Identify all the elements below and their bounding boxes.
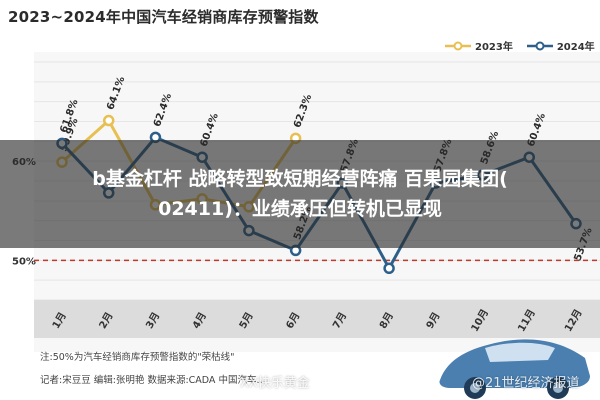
y-tick-label: 50%	[12, 256, 36, 267]
chart-note: 注:50%为汽车经销商库存预警指数的"荣枯线"	[40, 352, 235, 363]
data-point	[102, 114, 115, 127]
legend-label-2024: 2024年	[556, 42, 595, 53]
legend: 2023年 2024年	[445, 38, 595, 53]
watermark-left: XX快乐黄金	[240, 376, 310, 391]
legend-item-2024: 2024年	[526, 38, 595, 53]
headline-line1: b基金杠杆 战略转型致短期经营阵痛 百果园集团(	[92, 168, 508, 190]
data-point	[383, 262, 395, 275]
legend-swatch-2023	[445, 41, 471, 51]
x-axis-band	[34, 300, 600, 338]
chart-title: 2023~2024年中国汽车经销商库存预警指数	[8, 8, 319, 26]
car-illustration	[439, 339, 590, 399]
headline-overlay: b基金杠杆 战略转型致短期经营阵痛 百果园集团( 02411)：业绩承压但转机已…	[0, 140, 600, 248]
watermark-right: @21世纪经济报道	[472, 376, 580, 391]
legend-swatch-2024	[526, 41, 553, 51]
headline-line2: 02411)：业绩承压但转机已显现	[158, 198, 442, 220]
legend-item-2023: 2023年	[445, 38, 513, 53]
legend-label-2023: 2023年	[475, 42, 513, 53]
chart-credits: 记者:宋豆豆 编辑:张明艳 数据来源:CADA 中国汽车...	[40, 375, 266, 386]
